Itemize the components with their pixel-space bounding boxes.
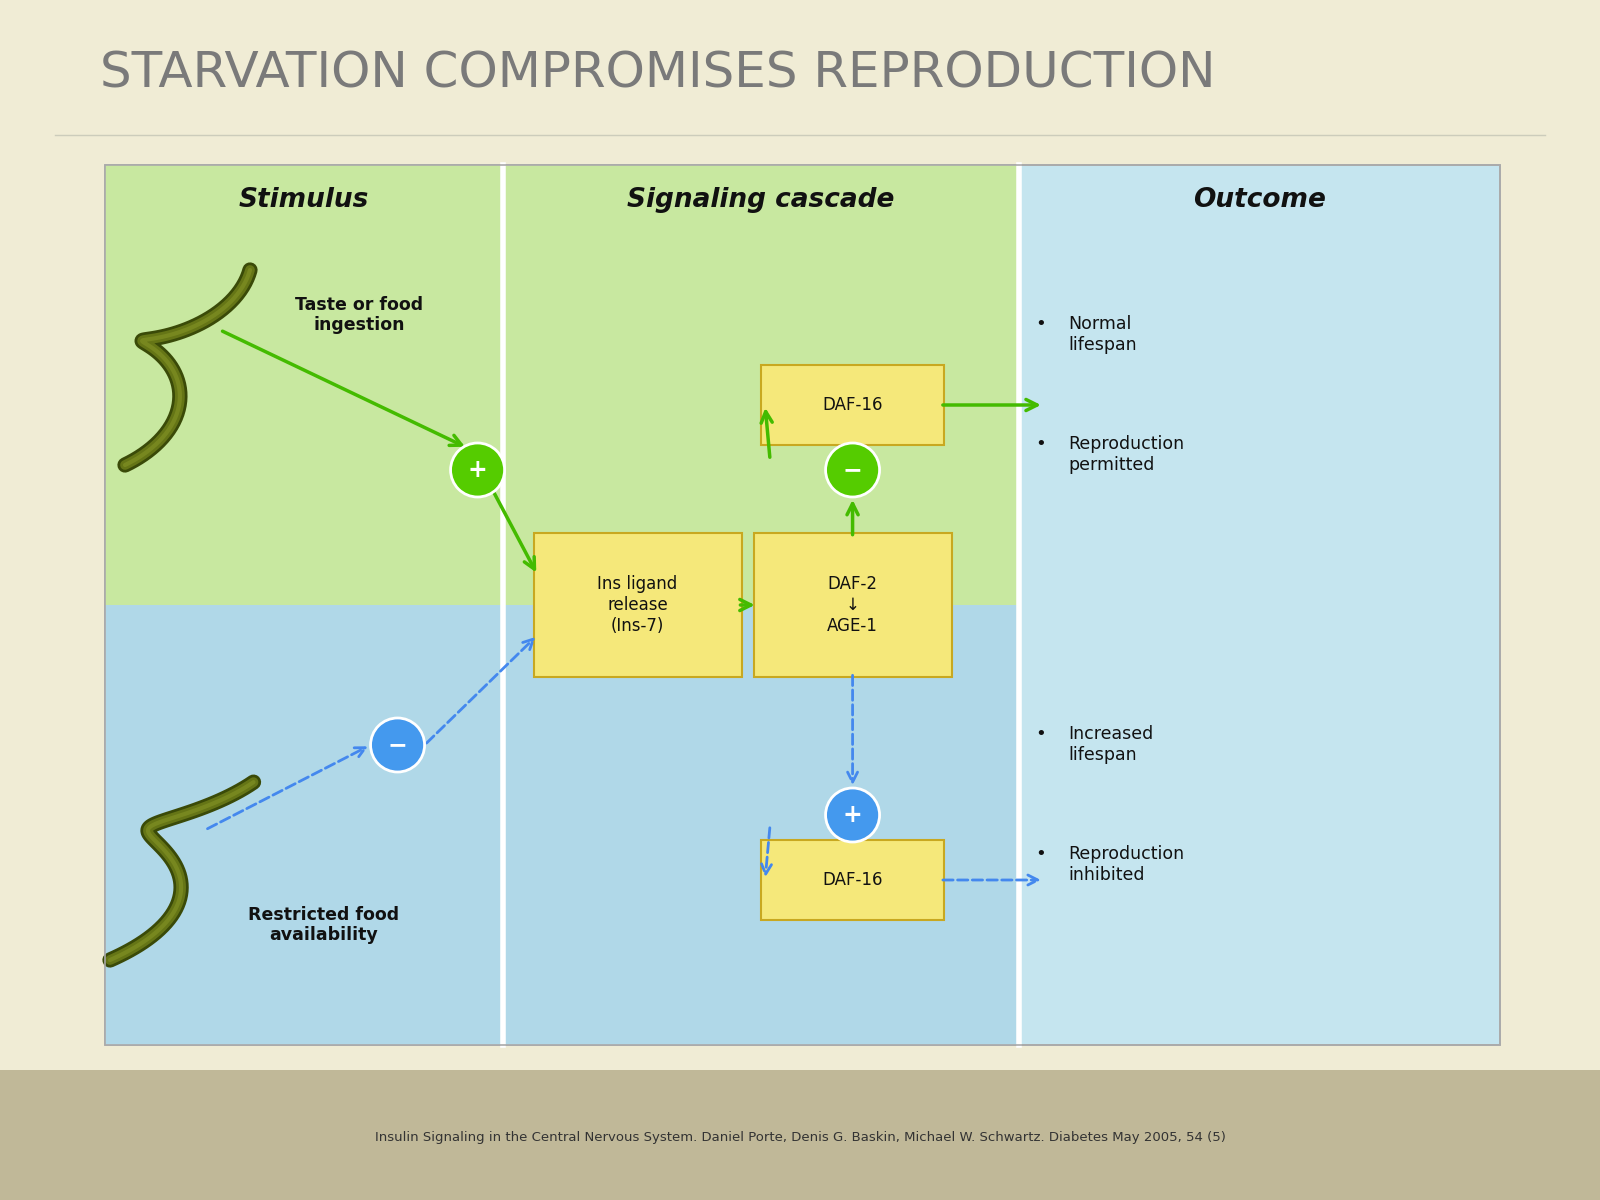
Bar: [0, 1070, 1600, 1200]
Text: +: +: [467, 458, 488, 482]
FancyBboxPatch shape: [754, 534, 952, 677]
Text: DAF-16: DAF-16: [822, 396, 883, 414]
Text: Signaling cascade: Signaling cascade: [627, 187, 894, 214]
Text: +: +: [843, 803, 862, 827]
Bar: [502, 605, 1019, 1045]
FancyBboxPatch shape: [762, 840, 944, 920]
Bar: [106, 164, 502, 605]
Text: Insulin Signaling in the Central Nervous System. Daniel Porte, Denis G. Baskin, : Insulin Signaling in the Central Nervous…: [374, 1132, 1226, 1145]
Text: DAF-16: DAF-16: [822, 871, 883, 889]
Text: Taste or food
ingestion: Taste or food ingestion: [294, 295, 422, 335]
Bar: [106, 164, 1501, 1045]
Bar: [502, 164, 1019, 605]
Text: •: •: [1035, 314, 1046, 332]
Text: Restricted food
availability: Restricted food availability: [248, 906, 400, 944]
Text: •: •: [1035, 434, 1046, 452]
Text: Outcome: Outcome: [1194, 187, 1326, 214]
Text: Normal
lifespan: Normal lifespan: [1069, 314, 1138, 354]
FancyBboxPatch shape: [533, 534, 741, 677]
Text: •: •: [1035, 725, 1046, 743]
Circle shape: [371, 718, 424, 772]
Circle shape: [451, 443, 504, 497]
Text: Stimulus: Stimulus: [238, 187, 370, 214]
Text: Reproduction
permitted: Reproduction permitted: [1069, 434, 1186, 474]
Text: STARVATION COMPROMISES REPRODUCTION: STARVATION COMPROMISES REPRODUCTION: [99, 50, 1216, 98]
Text: −: −: [843, 458, 862, 482]
Text: •: •: [1035, 845, 1046, 863]
Bar: [106, 605, 502, 1045]
Text: −: −: [387, 733, 408, 757]
FancyBboxPatch shape: [762, 365, 944, 445]
Text: Increased
lifespan: Increased lifespan: [1069, 725, 1154, 764]
Text: Ins ligand
release
(Ins-7): Ins ligand release (Ins-7): [597, 575, 678, 635]
Text: Reproduction
inhibited: Reproduction inhibited: [1069, 845, 1186, 883]
Text: DAF-2
↓
AGE-1: DAF-2 ↓ AGE-1: [827, 575, 878, 635]
Circle shape: [826, 788, 880, 842]
Circle shape: [826, 443, 880, 497]
